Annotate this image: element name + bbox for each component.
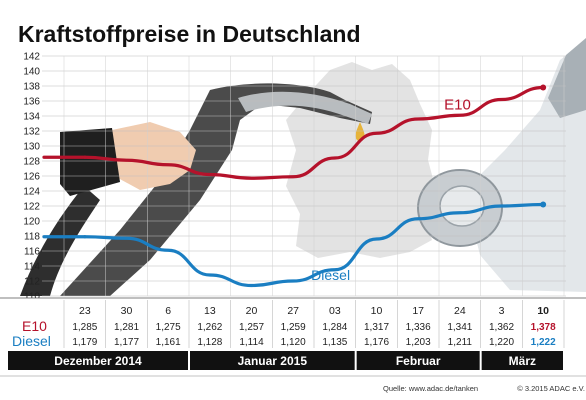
x-tick-label: 27 <box>287 305 299 317</box>
hand-illustration <box>112 122 196 190</box>
sleeve-illustration <box>60 128 120 196</box>
y-tick-label: 128 <box>23 157 40 168</box>
row-label-diesel: Diesel <box>12 333 51 349</box>
data-label-diesel: 1,161 <box>156 337 181 348</box>
data-label-diesel: 1,128 <box>197 337 222 348</box>
chart-title: Kraftstoffpreise in Deutschland <box>18 21 361 47</box>
car-tail-light <box>548 38 586 118</box>
y-tick-label: 112 <box>24 277 40 288</box>
month-bar <box>190 351 355 370</box>
month-label: Januar 2015 <box>238 354 308 368</box>
series-label-e10: E10 <box>444 96 471 113</box>
y-tick-label: 134 <box>23 112 40 123</box>
data-label-diesel: 1,203 <box>406 337 431 348</box>
month-bar <box>481 351 563 370</box>
y-axis: 110 112 114 116 118 120 122 124 126 128 130 132 134 1… <box>23 52 40 303</box>
x-tick-label: 6 <box>165 305 171 317</box>
data-label-e10: 1,275 <box>156 322 181 333</box>
series-label-diesel: Diesel <box>311 267 350 283</box>
fuel-hose <box>20 186 100 296</box>
x-tick-label: 20 <box>246 305 258 317</box>
copyright-text: © 3.2015 ADAC e.V. <box>517 384 585 393</box>
row-label-e10: E10 <box>22 318 47 334</box>
y-tick-label: 114 <box>24 262 40 273</box>
data-label-diesel: 1,211 <box>448 337 473 348</box>
y-tick-label: 118 <box>24 232 40 243</box>
source-text: Quelle: www.adac.de/tanken <box>383 384 478 393</box>
data-label-diesel: 1,135 <box>322 337 347 348</box>
data-label-e10: 1,281 <box>114 322 139 333</box>
data-label-e10: 1,317 <box>364 322 389 333</box>
data-label-e10: 1,259 <box>281 322 306 333</box>
data-label-e10: 1,257 <box>239 322 264 333</box>
background-illustration <box>20 38 586 296</box>
data-label-diesel: 1,176 <box>364 337 389 348</box>
month-bar <box>356 351 480 370</box>
series-point-diesel <box>540 201 547 208</box>
y-tick-label: 138 <box>23 82 40 93</box>
month-label: Februar <box>396 354 441 368</box>
series-point-e10 <box>540 84 547 91</box>
series-line-diesel <box>83 202 545 288</box>
y-tick-label: 140 <box>23 67 40 78</box>
y-tick-label: 124 <box>23 187 40 198</box>
data-label-e10: 1,378 <box>531 322 556 333</box>
y-tick-label: 136 <box>23 97 40 108</box>
data-label-diesel: 1,177 <box>114 337 139 348</box>
y-tick-label: 142 <box>23 52 40 63</box>
data-label-e10: 1,336 <box>406 322 431 333</box>
data-label-e10: 1,341 <box>447 322 472 333</box>
y-tick-label: 116 <box>24 247 40 258</box>
series-line-e10 <box>83 85 545 180</box>
month-label: März <box>509 354 536 368</box>
y-tick-label: 122 <box>23 202 40 213</box>
nozzle-spout <box>238 91 372 124</box>
y-tick-label: 132 <box>23 127 40 138</box>
y-tick-label: 120 <box>23 217 40 228</box>
chart-series: E10 Diesel <box>42 84 547 288</box>
x-tick-label: 24 <box>454 305 466 317</box>
x-tick-label: 13 <box>204 305 216 317</box>
data-label-diesel: 1,179 <box>72 337 97 348</box>
month-label: Dezember 2014 <box>54 354 142 368</box>
data-label-e10: 1,262 <box>197 322 222 333</box>
chart-grid <box>42 55 566 297</box>
data-label-diesel: 1,114 <box>239 337 264 348</box>
data-label-e10: 1,285 <box>72 322 97 333</box>
y-tick-label: 126 <box>23 172 40 183</box>
y-tick-label: 110 <box>24 292 40 303</box>
x-tick-label: 3 <box>499 305 505 317</box>
fuel-nozzle-icon <box>60 83 372 296</box>
x-tick-label: 30 <box>121 305 133 317</box>
x-tick-label: 10 <box>537 305 549 317</box>
y-tick-label: 130 <box>23 142 40 153</box>
data-label-e10: 1,284 <box>322 322 347 333</box>
data-label-diesel: 1,222 <box>531 337 556 348</box>
data-label-e10: 1,362 <box>489 322 514 333</box>
x-tick-label: 10 <box>371 305 383 317</box>
x-tick-label: 03 <box>329 305 341 317</box>
data-label-diesel: 1,220 <box>489 337 514 348</box>
x-tick-label: 17 <box>412 305 424 317</box>
month-bar <box>8 351 188 370</box>
x-tick-label: 23 <box>79 305 91 317</box>
data-label-diesel: 1,120 <box>281 337 306 348</box>
